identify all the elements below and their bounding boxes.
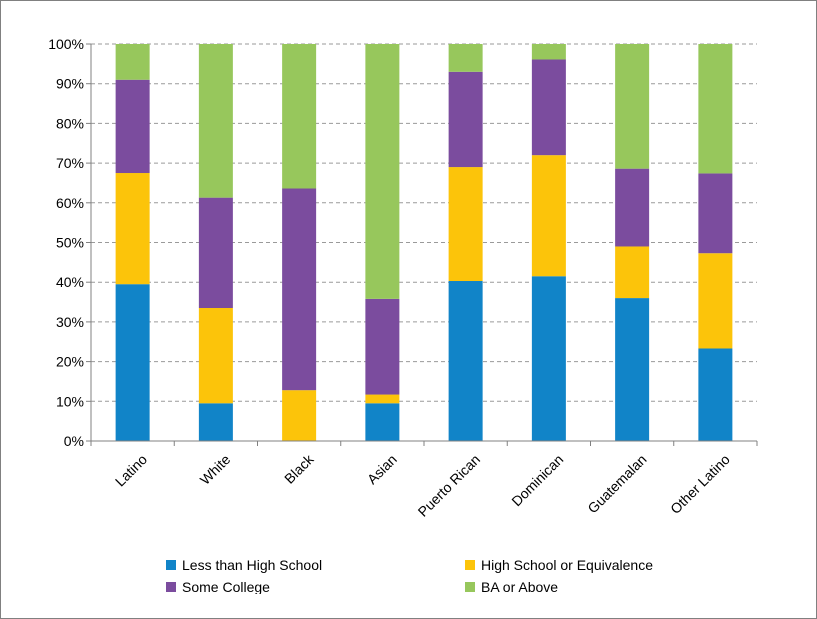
- legend-label: Less than High School: [182, 557, 323, 573]
- legend-swatch: [166, 560, 176, 570]
- bar-segment-dominican-high-school-or-equivalence: [531, 155, 566, 277]
- bar-segment-white-less-than-high-school: [198, 403, 233, 441]
- bar-segment-other-latino-ba-or-above: [698, 44, 733, 174]
- x-tick-label: Guatemalan: [584, 451, 649, 516]
- y-tick-label: 100%: [48, 36, 84, 52]
- y-tick-label: 20%: [56, 354, 84, 370]
- bar-segment-guatemalan-less-than-high-school: [615, 298, 650, 441]
- bar-segment-other-latino-some-college: [698, 173, 733, 254]
- bar-segment-white-some-college: [198, 197, 233, 309]
- y-tick-labels: 0% 10% 20% 30% 40% 50% 60% 70% 80% 90% 100%: [48, 36, 84, 449]
- bar-segment-puerto-rican-some-college: [448, 71, 483, 168]
- bar-segment-white-high-school-or-equivalence: [198, 308, 233, 404]
- bars: [115, 44, 733, 441]
- bar-segment-black-some-college: [282, 188, 317, 391]
- y-tick-label: 50%: [56, 235, 84, 251]
- bar-segment-other-latino-less-than-high-school: [698, 348, 733, 441]
- bar-segment-latino-some-college: [115, 79, 150, 174]
- x-tick-label: Asian: [364, 451, 400, 487]
- bar-segment-dominican-ba-or-above: [531, 44, 566, 60]
- legend-label: BA or Above: [481, 579, 559, 594]
- x-tick-label: Latino: [112, 451, 150, 489]
- x-tick-labels: Latino White Black Asian Puerto Rican Dominic…: [112, 450, 733, 519]
- bar-segment-puerto-rican-ba-or-above: [448, 44, 483, 72]
- y-tick-label: 60%: [56, 195, 84, 211]
- y-tick-label: 80%: [56, 115, 84, 131]
- bar-segment-latino-ba-or-above: [115, 44, 150, 80]
- x-tick-label: White: [197, 451, 234, 488]
- bar-segment-latino-less-than-high-school: [115, 284, 150, 441]
- legend-swatch: [166, 582, 176, 592]
- y-tick-label: 0%: [64, 433, 84, 449]
- bar-segment-guatemalan-high-school-or-equivalence: [615, 246, 650, 299]
- bar-segment-dominican-less-than-high-school: [531, 276, 566, 441]
- bar-segment-latino-high-school-or-equivalence: [115, 173, 150, 285]
- bar-segment-puerto-rican-high-school-or-equivalence: [448, 167, 483, 282]
- bar-segment-puerto-rican-less-than-high-school: [448, 281, 483, 441]
- bar-segment-asian-ba-or-above: [365, 44, 400, 299]
- bar-segment-black-high-school-or-equivalence: [282, 390, 317, 441]
- bar-segment-white-ba-or-above: [198, 44, 233, 198]
- y-tick-label: 70%: [56, 155, 84, 171]
- y-tick-label: 30%: [56, 314, 84, 330]
- gridlines: [91, 43, 757, 402]
- y-tick-label: 90%: [56, 76, 84, 92]
- bar-segment-dominican-some-college: [531, 59, 566, 156]
- x-tick-label: Other Latino: [667, 451, 733, 517]
- bar-segment-guatemalan-ba-or-above: [615, 44, 650, 169]
- axes: [86, 43, 758, 446]
- legend-label: Some College: [182, 579, 270, 594]
- y-tick-label: 10%: [56, 393, 84, 409]
- bar-segment-asian-high-school-or-equivalence: [365, 394, 400, 404]
- legend-swatch: [465, 560, 475, 570]
- bar-segment-guatemalan-some-college: [615, 168, 650, 247]
- x-tick-label: Black: [281, 450, 317, 486]
- legend-label: High School or Equivalence: [481, 557, 653, 573]
- x-tick-label: Puerto Rican: [415, 451, 484, 520]
- y-tick-label: 40%: [56, 274, 84, 290]
- x-tick-label: Dominican: [508, 451, 566, 509]
- bar-segment-other-latino-high-school-or-equivalence: [698, 253, 733, 349]
- legend-swatch: [465, 582, 475, 592]
- bar-segment-asian-less-than-high-school: [365, 403, 400, 441]
- legend: Less than High School High School or Equi…: [0, 540, 817, 594]
- bar-segment-asian-some-college: [365, 298, 400, 395]
- bar-segment-black-ba-or-above: [282, 44, 317, 189]
